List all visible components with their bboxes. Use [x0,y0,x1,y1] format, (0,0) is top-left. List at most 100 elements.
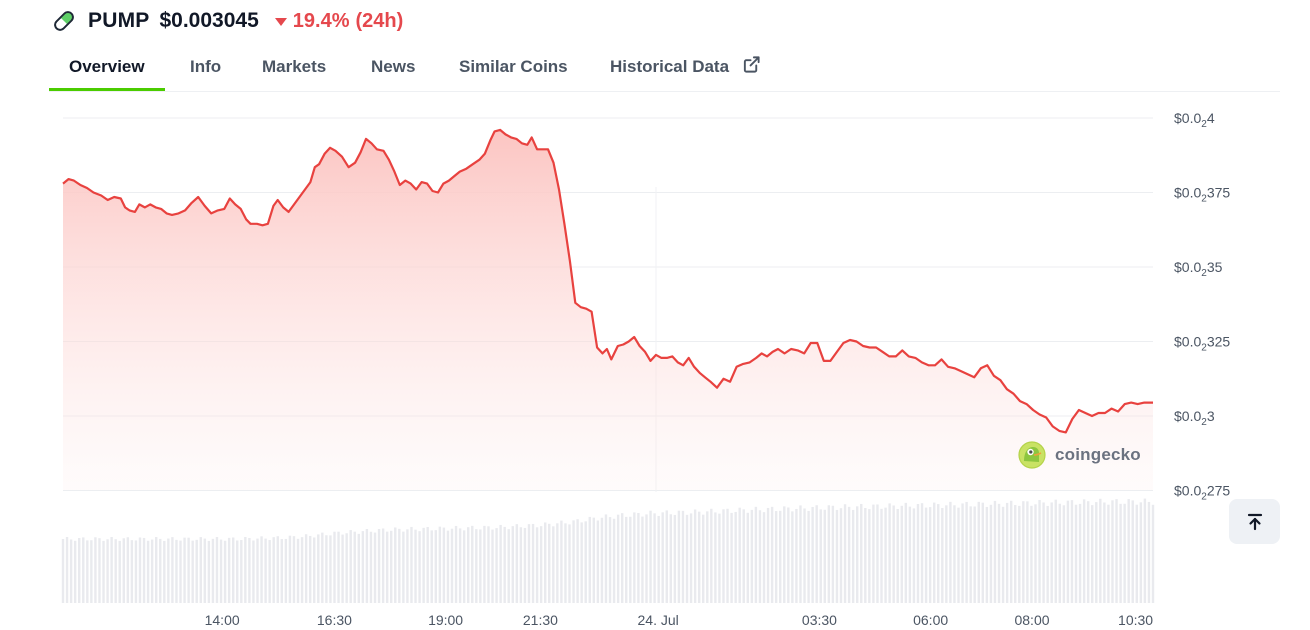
volume-bar [1078,503,1082,603]
arrow-up-to-line-icon [1247,513,1262,530]
volume-bar [977,501,980,603]
volume-bar [985,506,989,603]
volume-bar [560,520,563,603]
volume-bar [454,525,458,603]
coingecko-watermark: coingecko [1018,441,1141,469]
tab-markets[interactable]: Markets [262,57,327,76]
volume-bar [730,512,733,603]
volume-bar [288,535,292,603]
volume-bar [750,509,754,603]
volume-bar [673,514,677,603]
tab-overview[interactable]: Overview [49,48,165,91]
coin-tabs: Overview Info Markets News Similar Coins… [49,48,1280,92]
volume-bar [791,511,794,603]
volume-bar [98,538,101,603]
volume-bar [527,524,531,603]
volume-bar [495,528,498,603]
volume-bar [110,537,113,603]
volume-bar [308,535,312,603]
volume-bar [908,506,912,603]
volume-bar [73,540,77,603]
volume-bar [697,511,701,603]
volume-bar [625,516,628,603]
volume-bar [122,538,125,603]
volume-bar [981,502,985,603]
volume-bar [236,540,239,603]
volume-bar [1026,501,1029,603]
coin-price: $0.003045 [159,9,259,32]
volume-bar [410,526,413,603]
volume-bar [61,538,65,603]
y-tick-label: $0.024 [1174,110,1215,130]
tab-news[interactable]: News [371,57,416,76]
volume-bar [422,527,425,603]
coin-symbol: PUMP [88,9,150,32]
price-line [62,128,1153,434]
volume-bar [426,527,429,603]
volume-bar [321,532,324,603]
volume-bar [163,540,166,603]
volume-bar [677,510,681,603]
volume-bar [637,512,640,603]
volume-bar [207,540,211,603]
volume-bar [665,510,668,603]
volume-bar [993,500,997,603]
volume-bar [868,509,871,603]
volume-bar [851,509,855,603]
volume-bar [1034,504,1037,603]
volume-bar [742,509,745,603]
volume-bar [896,509,899,603]
y-tick-label: $0.02275 [1174,483,1230,503]
volume-bar [333,531,336,603]
volume-bar [438,526,442,603]
tab-info[interactable]: Info [190,57,222,76]
volume-bar [1111,500,1114,603]
volume-bar [766,507,770,603]
y-tick-label: $0.02375 [1174,185,1230,205]
x-tick-label: 03:30 [802,612,837,628]
volume-bar [1131,500,1134,603]
volume-bar [657,515,660,603]
x-tick-label: 10:30 [1118,612,1153,628]
volume-bar [373,532,377,603]
volume-bar [1143,498,1147,603]
volume-bar [1107,504,1110,603]
price-change-percent: 19.4% [292,9,350,32]
volume-bar [130,540,134,603]
volume-bar [1135,504,1138,603]
volume-bar [1074,504,1078,603]
volume-bar [69,539,73,603]
volume-bar [276,536,279,603]
volume-bar [292,536,296,603]
volume-bar [706,511,709,603]
volume-bar [353,531,356,603]
tab-similar-coins[interactable]: Similar Coins [459,57,568,76]
tab-historical-data[interactable]: Historical Data [590,48,781,88]
volume-bar [937,504,940,603]
volume-bar [171,537,174,603]
volume-bar [260,536,263,603]
caret-down-icon [274,18,287,26]
volume-bar [365,529,369,603]
price-change: 19.4% (24h) [274,9,403,33]
price-chart[interactable]: $0.024 $0.02375 $0.0235 $0.02325 $0.023 $0.02… [0,92,1310,630]
scroll-to-top-button[interactable] [1229,499,1280,544]
volume-bar [770,506,774,603]
volume-bar [337,531,340,603]
volume-bar [1038,500,1041,603]
volume-bar [511,526,514,603]
volume-bar [1001,506,1005,603]
volume-bar [969,506,972,603]
volume-bar [592,517,596,603]
tab-historical-data-label: Historical Data [610,57,730,76]
volume-bar [803,508,806,603]
volume-bar [296,538,300,603]
volume-bar [227,537,231,603]
volume-bar [499,524,502,603]
volume-bar [264,538,267,603]
volume-bar [142,537,146,603]
volume-bar [268,540,271,603]
volume-bar [681,510,685,603]
volume-bar [215,537,219,603]
volume-bar [600,517,604,603]
